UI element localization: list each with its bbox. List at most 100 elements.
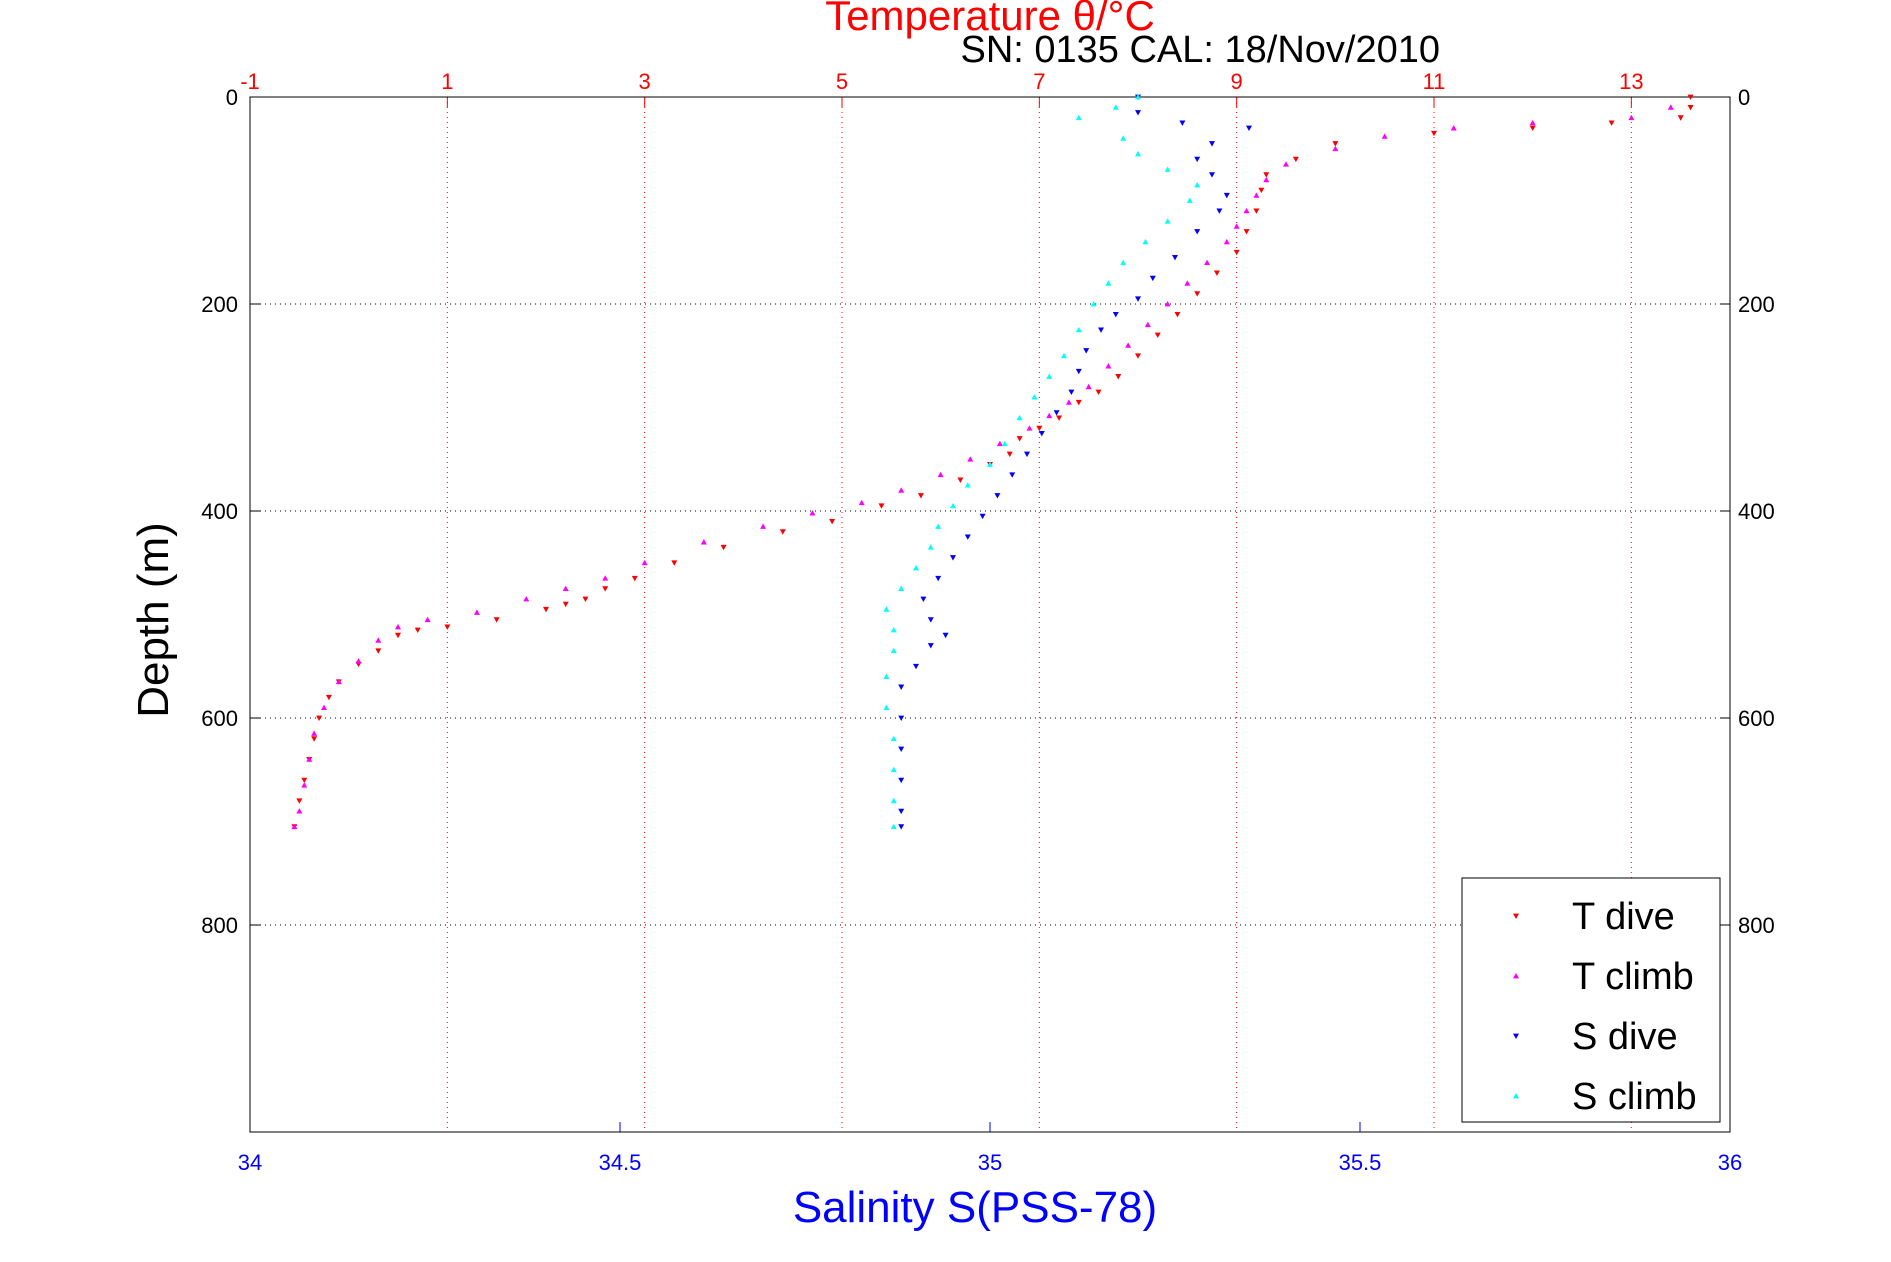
data-point: [1001, 440, 1008, 447]
data-point: [1332, 141, 1339, 147]
data-point: [1431, 130, 1437, 137]
legend: T dive T climb S dive S climb: [1461, 877, 1721, 1123]
data-point: [1194, 181, 1201, 188]
data-point: [1687, 94, 1694, 100]
data-point: [1283, 161, 1289, 167]
data-point: [1115, 374, 1122, 380]
series-t-climb: [291, 104, 1674, 830]
legend-marker: [1513, 973, 1519, 979]
plot-frame: [249, 96, 1731, 1133]
data-point: [927, 643, 934, 649]
data-point: [890, 797, 897, 804]
data-point: [1174, 311, 1181, 318]
data-point: [1135, 353, 1141, 359]
data-point: [631, 575, 638, 582]
data-point: [878, 503, 885, 509]
data-point: [700, 539, 707, 545]
data-point: [424, 616, 431, 623]
data-point: [1120, 135, 1127, 141]
temp-tick-label: 1: [441, 69, 453, 94]
data-point: [375, 648, 382, 654]
data-point: [1009, 472, 1016, 478]
temp-tick-label: -1: [240, 69, 260, 94]
data-point: [1036, 425, 1043, 432]
data-point: [562, 585, 569, 592]
legend-box: [1461, 877, 1721, 1123]
data-point: [890, 647, 897, 654]
temp-tick-label: 11: [1423, 69, 1446, 94]
depth-tick-label-right: 600: [1738, 706, 1775, 731]
depth-tick-label-right: 200: [1738, 292, 1775, 317]
sal-tick-label: 35: [978, 1150, 1002, 1175]
data-point: [917, 493, 924, 499]
data-point: [1332, 145, 1339, 152]
data-point: [1194, 229, 1201, 235]
data-point: [942, 632, 949, 639]
depth-tick-label-left: 600: [201, 706, 238, 731]
data-point: [898, 684, 905, 690]
data-point: [1204, 259, 1211, 265]
data-point: [1056, 415, 1063, 421]
data-point: [473, 609, 480, 615]
data-point: [1233, 223, 1240, 229]
data-point: [964, 482, 971, 488]
data-series: [291, 94, 1694, 830]
data-point: [1246, 125, 1252, 132]
data-point: [602, 575, 609, 581]
data-point: [920, 596, 927, 602]
data-point: [296, 808, 303, 814]
data-point: [883, 704, 890, 711]
data-point: [602, 586, 609, 592]
data-point: [335, 678, 342, 685]
data-point: [967, 456, 974, 462]
depth-tick-label-right: 400: [1738, 499, 1775, 524]
data-point: [1223, 192, 1230, 199]
data-point: [1194, 156, 1201, 163]
data-point: [1135, 296, 1141, 302]
data-point: [927, 544, 934, 550]
data-point: [523, 595, 530, 602]
data-point: [311, 736, 318, 742]
data-point: [1144, 321, 1151, 328]
data-point: [1243, 229, 1250, 235]
data-point: [582, 596, 589, 602]
legend-label: S dive: [1572, 1016, 1678, 1058]
legend-marker: [1513, 913, 1519, 919]
data-point: [890, 823, 897, 830]
data-point: [321, 704, 327, 711]
data-point: [890, 627, 897, 633]
sal-tick-label: 34: [238, 1150, 262, 1175]
depth-tick-label-left: 0: [226, 85, 238, 110]
data-point: [858, 499, 865, 506]
temp-tick-label: 9: [1231, 69, 1243, 94]
data-point: [1172, 255, 1178, 261]
temp-tick-label: 3: [639, 69, 651, 94]
data-point: [994, 493, 1001, 499]
legend-marker: [1513, 1033, 1519, 1039]
data-point: [1068, 389, 1075, 395]
data-point: [301, 777, 308, 784]
legend-label: T climb: [1572, 956, 1694, 998]
depth-tick-label-right: 800: [1738, 913, 1775, 938]
data-point: [1677, 115, 1684, 121]
data-point: [1667, 104, 1674, 110]
legend-marker: [1513, 1093, 1519, 1099]
data-point: [1065, 399, 1072, 405]
data-point: [395, 632, 401, 639]
temp-tick-label: 13: [1619, 69, 1643, 94]
data-point: [1125, 342, 1132, 348]
sal-tick-label: 34.5: [599, 1150, 642, 1175]
data-point: [1184, 280, 1191, 286]
data-point: [1105, 280, 1112, 286]
data-point: [1253, 208, 1260, 214]
y-axis-label: Depth (m): [129, 522, 178, 718]
data-point: [1628, 114, 1635, 121]
data-point: [562, 601, 569, 608]
data-point: [325, 694, 332, 701]
data-point: [935, 575, 942, 582]
data-point: [493, 617, 500, 623]
data-point: [1135, 150, 1141, 157]
data-point: [355, 658, 362, 664]
